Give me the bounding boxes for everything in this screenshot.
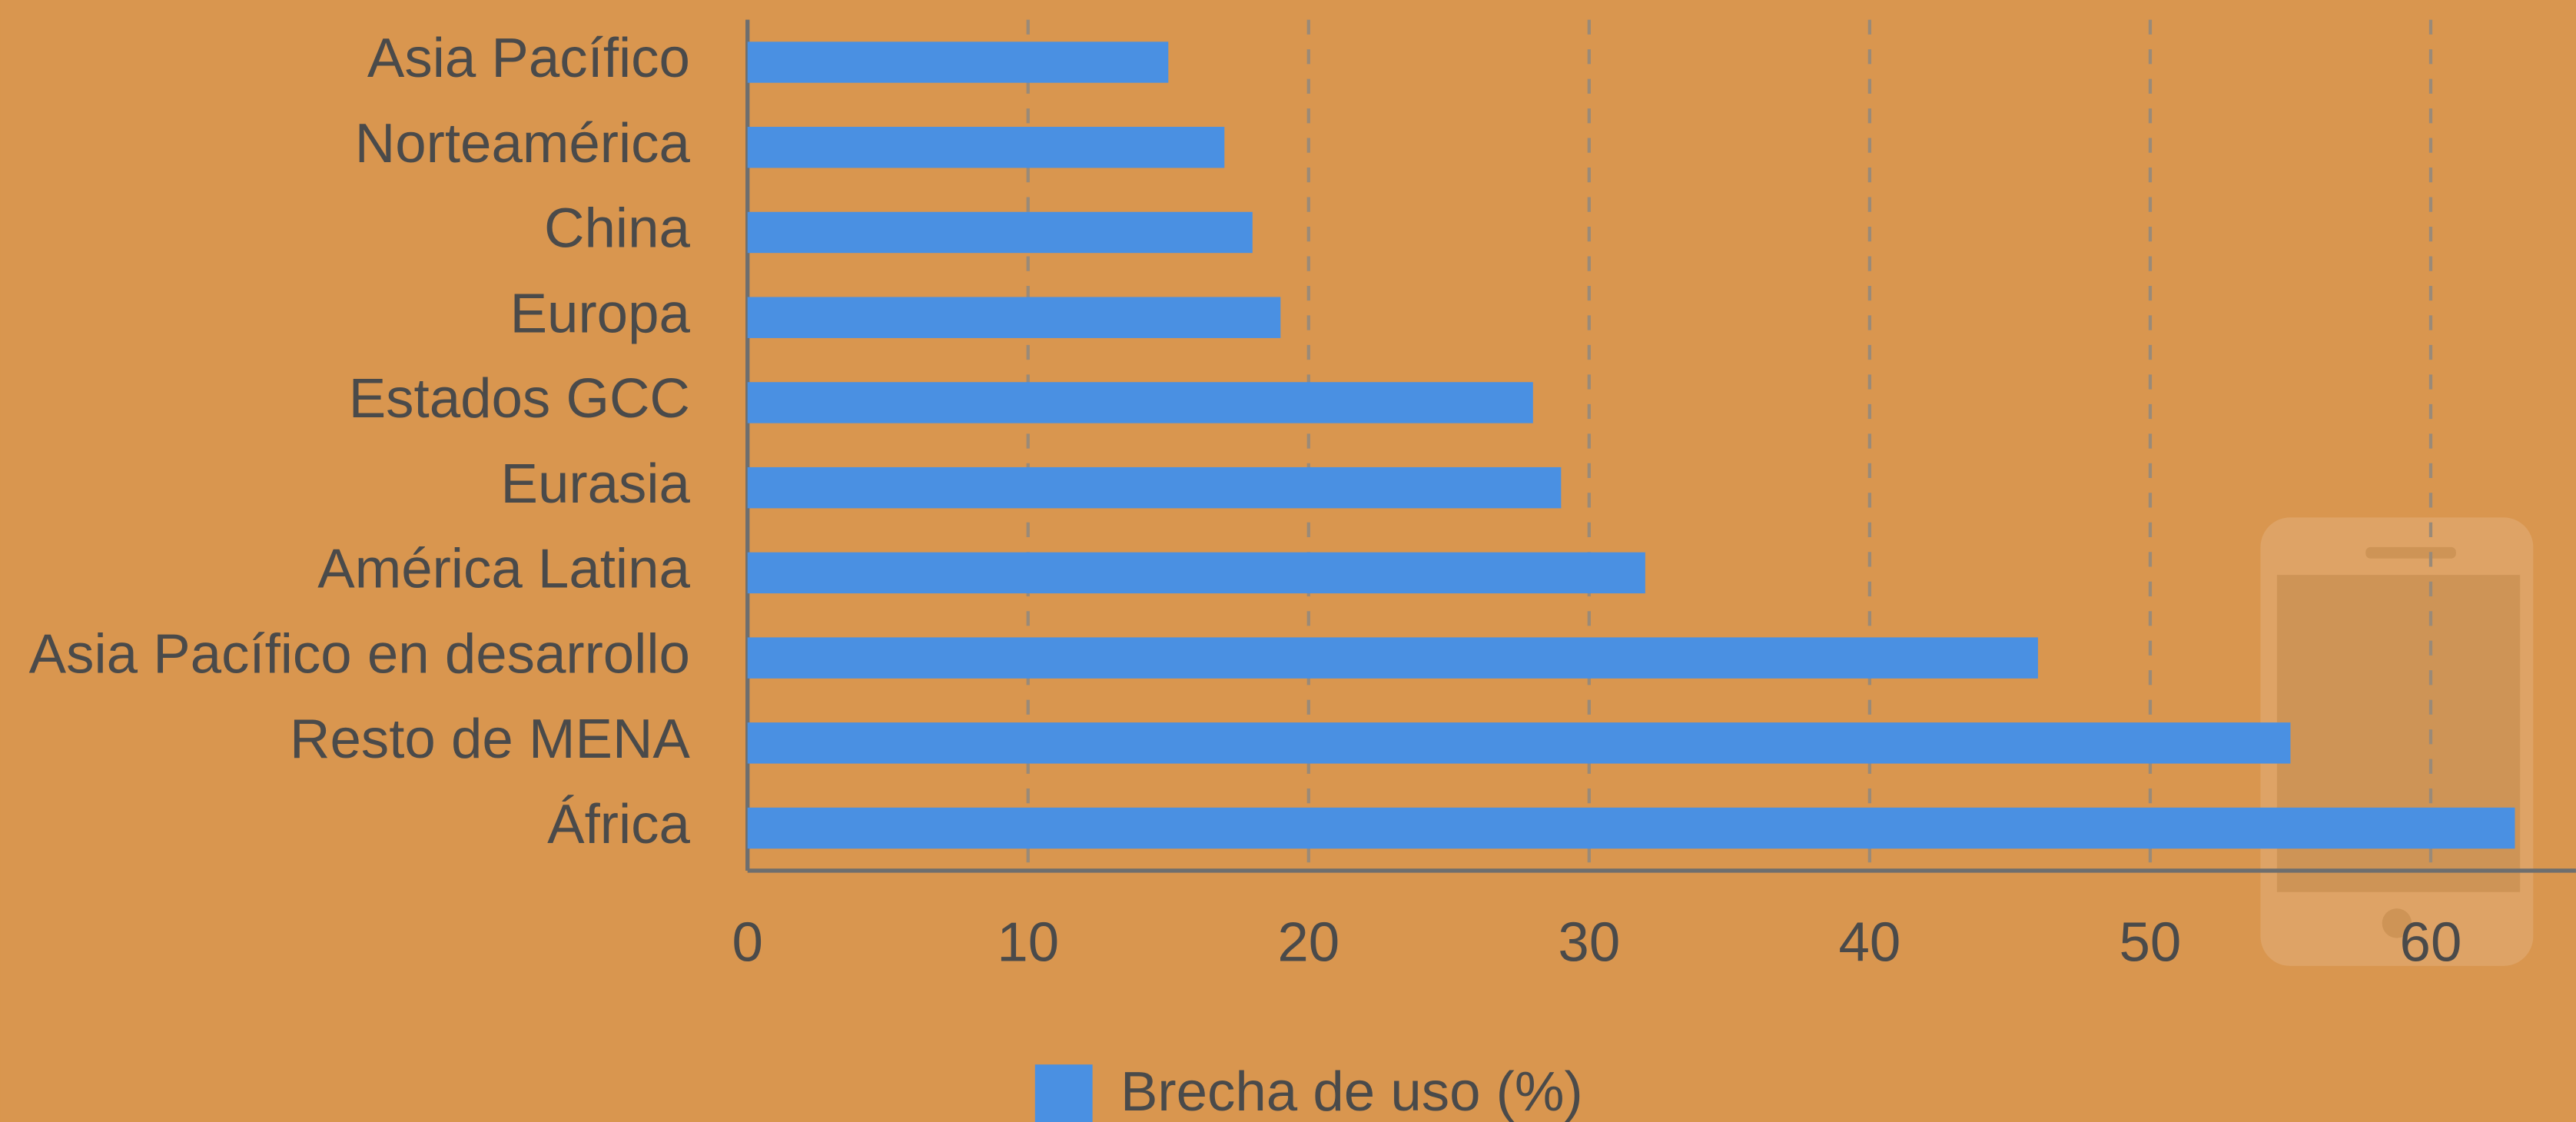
- bar: [748, 127, 1225, 168]
- y-tick-label: América Latina: [317, 538, 690, 600]
- phone-decoration: [2260, 517, 2533, 966]
- legend-label: Brecha de uso (%): [1120, 1061, 1583, 1122]
- bar: [748, 382, 1533, 423]
- y-tick-label: Asia Pacífico: [367, 27, 690, 89]
- bar: [748, 808, 2515, 848]
- bar: [748, 637, 2038, 678]
- y-tick-label: Estados GCC: [349, 367, 690, 430]
- bar: [748, 553, 1645, 593]
- bar: [748, 722, 2291, 763]
- y-tick-label: Asia Pacífico en desarrollo: [29, 622, 690, 685]
- x-tick-label: 0: [732, 911, 763, 973]
- bar: [748, 212, 1253, 253]
- bar: [748, 297, 1281, 337]
- y-tick-label: Norteamérica: [355, 112, 691, 174]
- x-tick-label: 30: [1558, 911, 1620, 973]
- y-tick-label: África: [547, 793, 690, 855]
- bar: [748, 41, 1169, 82]
- x-tick-label: 20: [1277, 911, 1339, 973]
- x-tick-label: 40: [1838, 911, 1900, 973]
- x-tick-label: 10: [997, 911, 1059, 973]
- x-tick-label: 50: [2120, 911, 2182, 973]
- x-tick-label: 60: [2400, 911, 2462, 973]
- y-tick-label: China: [544, 198, 690, 260]
- y-tick-label: Eurasia: [501, 453, 691, 515]
- y-tick-label: Resto de MENA: [290, 708, 690, 770]
- y-tick-label: Europa: [510, 282, 691, 344]
- bar: [748, 467, 1562, 508]
- chart: 0 10 20 30 40 50 60 Asia Pacífico Norteamérica Ch…: [0, 0, 2576, 1122]
- legend-swatch: [1035, 1064, 1093, 1122]
